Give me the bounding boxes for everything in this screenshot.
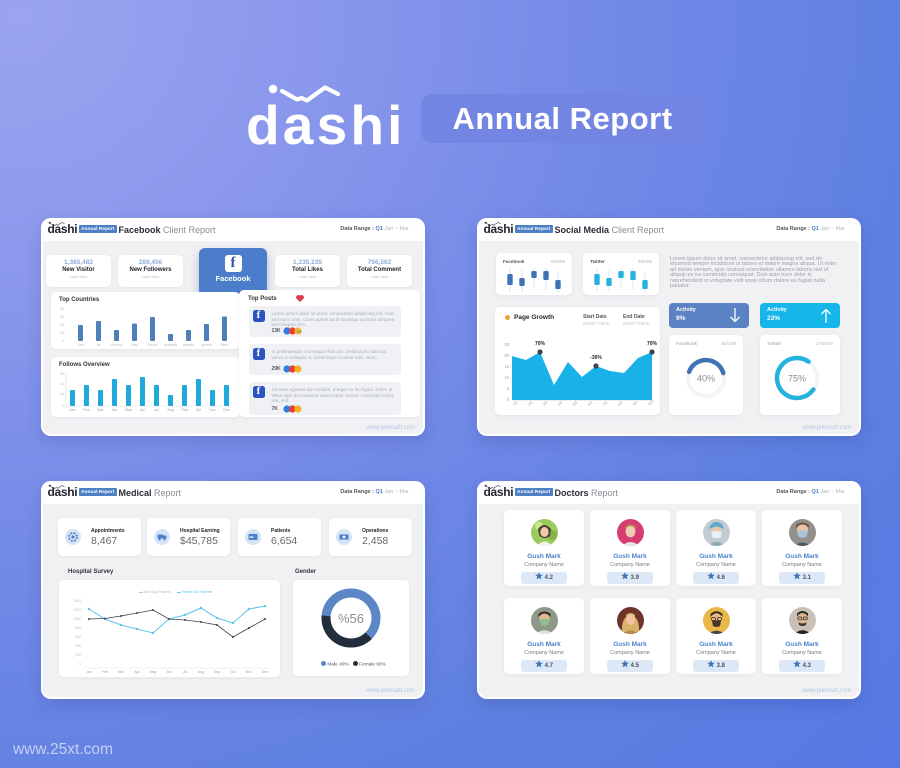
svg-text:France: France: [147, 343, 158, 347]
svg-text:Grmany: Grmany: [110, 343, 122, 347]
svg-text:Sep: Sep: [181, 408, 187, 412]
svg-text:May: May: [125, 408, 132, 412]
svg-text:10: 10: [60, 392, 64, 396]
svg-text:canada: canada: [183, 343, 194, 347]
svg-text:Nov: Nov: [209, 408, 216, 412]
svg-text:Oct: Oct: [230, 670, 236, 674]
svg-text:uk: uk: [97, 343, 101, 347]
svg-text:May: May: [150, 670, 157, 674]
svg-text:3/5: 3/5: [542, 400, 548, 406]
svg-text:Aug: Aug: [167, 408, 173, 412]
svg-text:greece: greece: [201, 343, 211, 347]
svg-text:10: 10: [60, 331, 64, 335]
svg-text:Sep: Sep: [214, 670, 220, 674]
svg-text:Jan: Jan: [86, 670, 92, 674]
svg-text:75%: 75%: [788, 374, 806, 384]
svg-text:40%: 40%: [697, 374, 715, 384]
svg-text:30: 30: [60, 315, 64, 319]
svg-text:0: 0: [62, 339, 64, 343]
svg-text:5: 5: [507, 386, 510, 391]
svg-text:Jun: Jun: [140, 408, 146, 412]
svg-text:Jul: Jul: [183, 670, 188, 674]
svg-text:😂: 😂: [296, 329, 302, 334]
svg-text:15: 15: [504, 364, 509, 369]
svg-text:2/5: 2/5: [527, 400, 533, 406]
svg-text:▬ Female Out Patients: ▬ Female Out Patients: [177, 590, 213, 594]
svg-text:Nov: Nov: [246, 670, 253, 674]
svg-text:▬ Male Day Patients: ▬ Male Day Patients: [139, 590, 171, 594]
svg-text:0: 0: [62, 404, 64, 408]
svg-text:0: 0: [79, 662, 81, 666]
svg-text:40: 40: [60, 307, 64, 311]
svg-text:Apr: Apr: [112, 408, 118, 412]
svg-text:Stren: Stren: [220, 343, 228, 347]
svg-text:1000: 1000: [73, 617, 81, 621]
svg-text:1200: 1200: [73, 608, 81, 612]
svg-text:6/5: 6/5: [587, 400, 593, 406]
svg-text:%56: %56: [338, 611, 364, 626]
svg-text:Feb: Feb: [102, 670, 108, 674]
svg-text:Apr: Apr: [134, 670, 140, 674]
svg-text:20: 20: [60, 382, 64, 386]
svg-text:Mar: Mar: [118, 670, 125, 674]
svg-text:600: 600: [75, 635, 81, 639]
svg-text:Feb: Feb: [83, 408, 89, 412]
svg-text:Mar: Mar: [97, 408, 104, 412]
svg-text:5/5: 5/5: [572, 400, 578, 406]
svg-text:Jul: Jul: [154, 408, 159, 412]
svg-text:4/5: 4/5: [557, 400, 563, 406]
svg-text:70%: 70%: [535, 341, 546, 347]
svg-text:30: 30: [60, 372, 64, 376]
svg-text:Dec: Dec: [262, 670, 269, 674]
svg-text:May: May: [131, 343, 138, 347]
svg-text:-30%: -30%: [590, 355, 602, 361]
svg-text:9/5: 9/5: [632, 400, 638, 406]
svg-text:25: 25: [504, 342, 509, 347]
svg-text:Usa: Usa: [77, 343, 83, 347]
svg-text:70%: 70%: [647, 341, 657, 347]
svg-text:200: 200: [75, 653, 81, 657]
svg-text:Jun: Jun: [166, 670, 172, 674]
svg-text:0: 0: [507, 397, 510, 402]
svg-text:20: 20: [504, 353, 509, 358]
svg-text:400: 400: [75, 644, 81, 648]
svg-text:Aug: Aug: [198, 670, 204, 674]
svg-text:australia: australia: [164, 343, 177, 347]
svg-text:1/5: 1/5: [512, 400, 518, 406]
svg-text:800: 800: [75, 626, 81, 630]
svg-text:10: 10: [504, 375, 509, 380]
svg-text:1400: 1400: [73, 599, 81, 603]
svg-text:20: 20: [60, 323, 64, 327]
svg-text:Jan: Jan: [70, 408, 76, 412]
svg-text:Dec: Dec: [223, 408, 230, 412]
svg-text:10/5: 10/5: [647, 399, 655, 407]
svg-text:7/5: 7/5: [602, 400, 608, 406]
svg-text:8/5: 8/5: [617, 400, 623, 406]
svg-text:Oct: Oct: [196, 408, 202, 412]
